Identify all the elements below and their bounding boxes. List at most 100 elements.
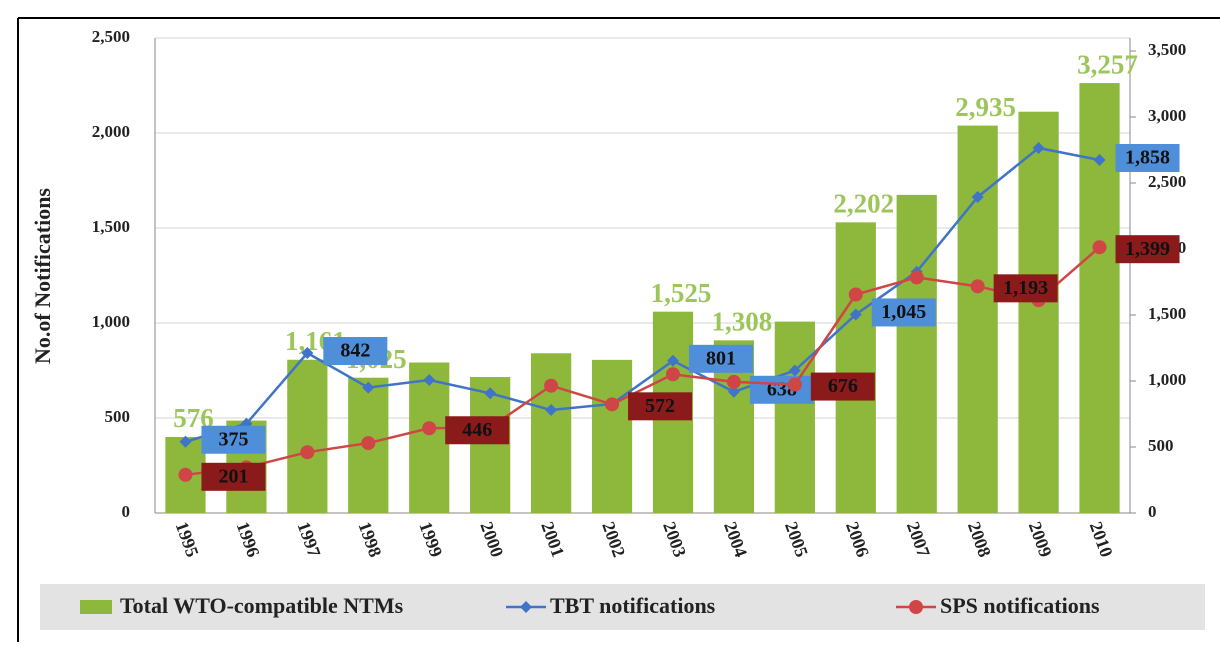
y-tick-label: 2,000: [92, 122, 130, 141]
y2-tick-label: 1,500: [1148, 304, 1186, 323]
line-marker: [423, 374, 436, 386]
x-tick-label: 2007: [903, 519, 934, 560]
bar: [591, 359, 633, 513]
line-marker: [422, 421, 437, 436]
data-label-box: [201, 462, 266, 491]
x-tick-label: 2004: [720, 519, 751, 560]
bar: [409, 362, 450, 513]
bar: [774, 321, 815, 513]
data-label-box: [445, 416, 510, 445]
line-marker: [361, 436, 376, 451]
legend-label: TBT notifications: [550, 593, 716, 618]
bar-value-label: 1,308: [712, 307, 773, 337]
data-label: 1,399: [1125, 238, 1170, 260]
y-tick-label: 2,500: [92, 27, 130, 46]
line-marker: [787, 377, 802, 392]
bar: [470, 377, 511, 513]
data-label-box: [871, 298, 936, 327]
x-tick-label: 2008: [964, 519, 995, 560]
data-label-box: [993, 274, 1058, 303]
line-marker: [544, 378, 559, 393]
data-label-box: [810, 372, 875, 401]
legend-background: [40, 584, 1205, 630]
line-marker: [179, 435, 192, 448]
x-tick-label: 1997: [294, 519, 325, 560]
line-marker: [970, 279, 985, 294]
line-marker: [727, 385, 740, 398]
line-marker: [178, 467, 193, 482]
x-tick-label: 2001: [537, 519, 568, 560]
bar: [1079, 83, 1120, 514]
y-axis-label: No.of Notifications: [30, 188, 55, 364]
data-label: 375: [218, 428, 248, 450]
bar: [896, 194, 937, 513]
data-label: 572: [645, 395, 675, 417]
line-marker: [909, 270, 924, 285]
bar: [835, 222, 876, 513]
x-tick-label: 2010: [1086, 519, 1117, 560]
line-marker: [1092, 240, 1107, 255]
data-label: 676: [828, 375, 858, 397]
bar: [1018, 111, 1059, 513]
line-marker: [848, 287, 863, 302]
line-marker: [1093, 153, 1106, 166]
line-marker: [301, 347, 314, 360]
y-tick-label: 0: [122, 502, 131, 521]
data-label: 1,193: [1003, 277, 1048, 299]
line-marker: [1032, 142, 1045, 155]
legend-marker: [520, 601, 532, 613]
bar-value-label: 2,202: [833, 189, 894, 219]
line-series: [185, 146, 1100, 443]
y2-tick-label: 3,500: [1148, 40, 1186, 59]
y2-tick-label: 1,000: [1148, 370, 1186, 389]
data-label: 201: [218, 465, 248, 487]
legend-label: SPS notifications: [940, 593, 1100, 618]
y-tick-label: 1,500: [92, 217, 130, 236]
bar-value-label: 3,257: [1077, 49, 1138, 79]
x-tick-label: 1996: [233, 519, 264, 560]
data-label: 1,858: [1125, 147, 1170, 169]
data-label: 801: [706, 347, 736, 369]
x-tick-label: 2000: [476, 519, 507, 560]
data-label-box: [628, 392, 693, 421]
y2-tick-label: 3,000: [1148, 106, 1186, 125]
x-tick-label: 1995: [172, 519, 203, 560]
line-marker: [605, 397, 620, 412]
y-tick-label: 500: [105, 407, 131, 426]
x-tick-label: 2005: [781, 519, 812, 560]
line-marker: [545, 404, 558, 417]
bar: [957, 125, 998, 513]
data-label: 1,045: [881, 301, 926, 323]
bar: [530, 353, 572, 513]
data-label-box: [1115, 235, 1180, 264]
x-tick-label: 2003: [659, 519, 690, 560]
data-label: 842: [340, 340, 370, 362]
line-marker: [362, 381, 375, 394]
data-label-box: [1115, 143, 1180, 172]
data-label-box: [688, 344, 753, 373]
line-marker: [971, 191, 984, 204]
y2-tick-label: 500: [1148, 436, 1174, 455]
line-marker: [726, 374, 741, 389]
y2-tick-label: 2,500: [1148, 172, 1186, 191]
line-marker: [665, 367, 680, 382]
bar-value-label: 2,935: [955, 92, 1016, 122]
legend-label: Total WTO-compatible NTMs: [120, 593, 404, 618]
bar-value-label: 1,525: [651, 278, 712, 308]
legend-swatch: [80, 600, 112, 614]
legend-marker: [909, 600, 923, 614]
y-tick-label: 1,000: [92, 312, 130, 331]
x-tick-label: 1998: [354, 519, 385, 560]
line-marker: [849, 308, 862, 321]
line-series: [185, 246, 1101, 477]
data-label-box: [323, 337, 388, 366]
data-label-box: [749, 375, 814, 404]
line-marker: [484, 387, 497, 400]
x-tick-label: 1999: [415, 519, 446, 560]
y2-tick-label: 0: [1148, 502, 1157, 521]
line-marker: [300, 445, 315, 460]
x-tick-label: 2002: [598, 519, 629, 560]
x-tick-label: 2006: [842, 519, 873, 560]
data-label-box: [201, 425, 266, 454]
